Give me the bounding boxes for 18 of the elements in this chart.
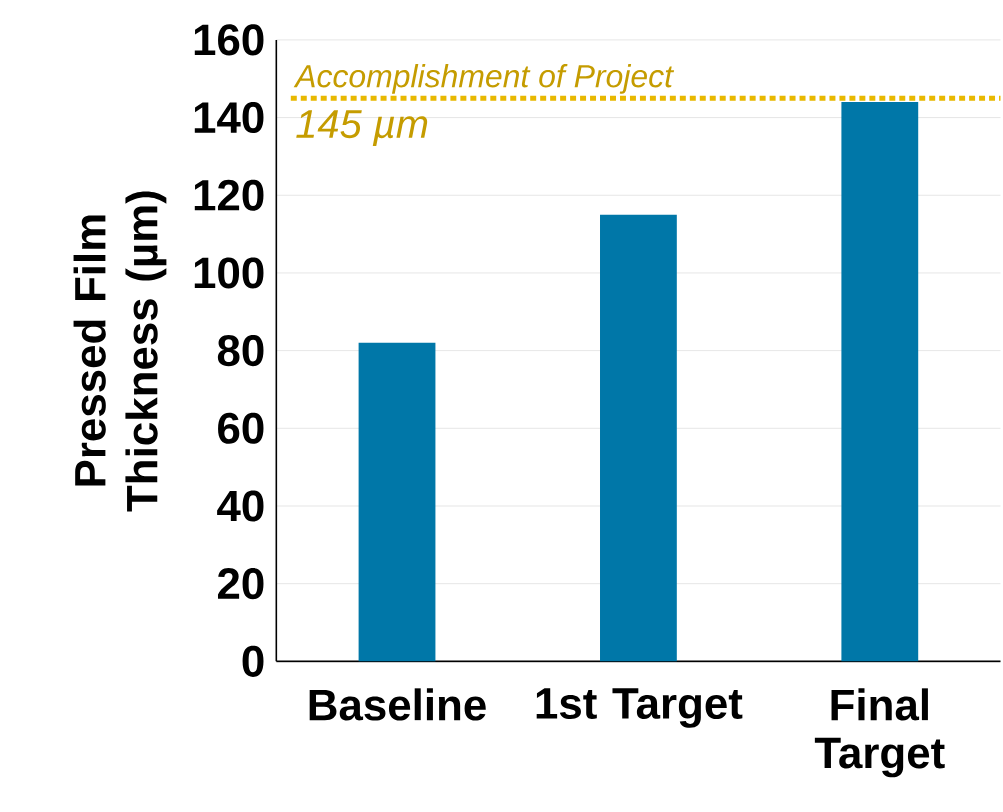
x-tick-label: 1st Target (536, 688, 743, 728)
y-tick-label: 20 (217, 568, 264, 600)
bar (358, 342, 436, 662)
y-tick-label: 60 (218, 412, 264, 444)
ref-line-label: Accomplishment of Project (293, 64, 675, 94)
y-tick-label: 140 (194, 102, 264, 134)
bar (600, 214, 677, 662)
bar (841, 102, 919, 662)
y-tick-label: 120 (194, 179, 264, 211)
y-tick-label: 0 (242, 645, 264, 677)
y-tick-label: 80 (217, 335, 264, 367)
y-axis-title: Pressed Film Thickness (µm) (73, 191, 167, 512)
x-tick-label: Baseline (309, 688, 486, 721)
y-tick-label: 100 (194, 257, 264, 289)
y-tick-label: 160 (194, 24, 264, 56)
annotation: 145 µm (296, 110, 428, 147)
x-tick-label: Final Target (814, 688, 945, 778)
y-tick-label: 40 (217, 490, 264, 522)
